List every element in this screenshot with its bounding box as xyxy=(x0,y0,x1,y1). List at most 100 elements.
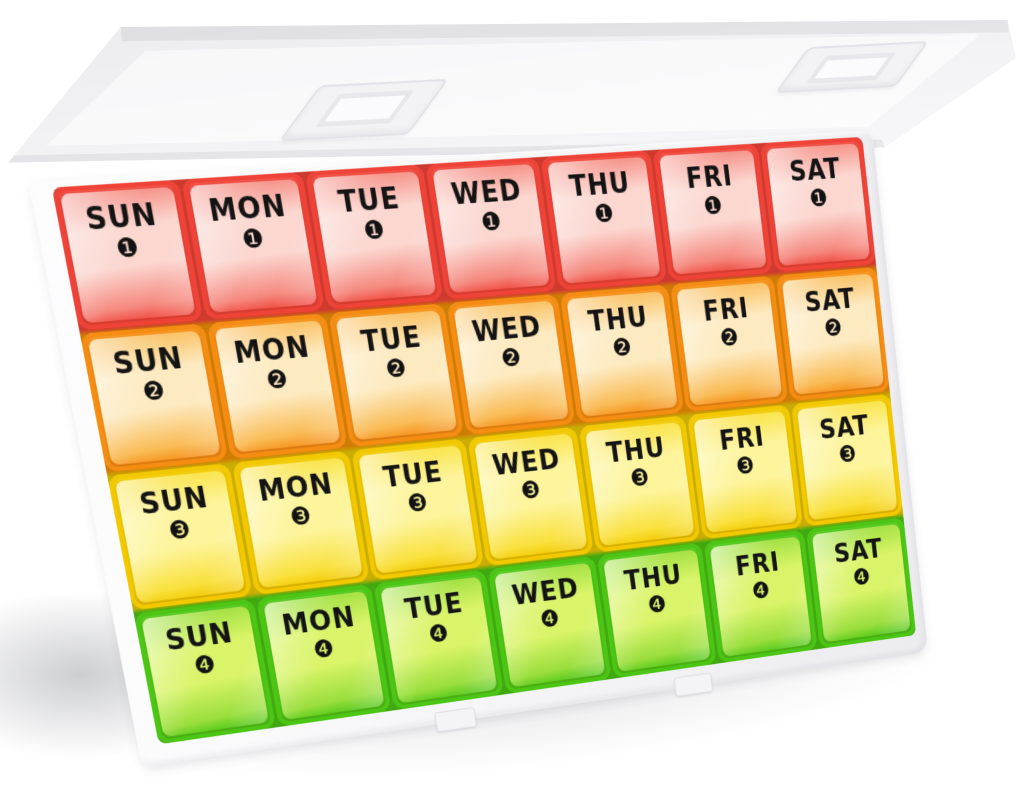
compartment-print: SAT ❸ xyxy=(791,394,903,527)
compartment-print: WED ❶ xyxy=(425,157,557,300)
compartment-fri-week1: FRI ❶ xyxy=(652,143,774,282)
compartment-print: SUN ❶ xyxy=(52,180,203,331)
compartment-print: WED ❹ xyxy=(487,556,612,694)
week-number-badge: ❷ xyxy=(822,314,844,343)
compartment-print: WED ❷ xyxy=(446,294,575,435)
compartment-tue-week2: TUE ❷ xyxy=(328,303,464,448)
day-label: SUN xyxy=(162,617,236,658)
day-label: FRI xyxy=(733,547,782,583)
compartment-thu-week4: THU ❹ xyxy=(597,542,717,679)
compartment-print: FRI ❸ xyxy=(687,404,803,539)
lid-latch-right-slot xyxy=(805,52,897,85)
week-number-badge: ❹ xyxy=(750,577,772,605)
week-number-badge: ❸ xyxy=(628,464,651,493)
week-number-badge: ❹ xyxy=(851,564,872,592)
week-number-badge: ❷ xyxy=(718,324,741,353)
day-label: TUE xyxy=(402,588,466,627)
day-label: FRI xyxy=(701,293,751,329)
week-number-badge: ❷ xyxy=(264,365,291,396)
week-number-badge: ❶ xyxy=(807,184,829,213)
day-label: MON xyxy=(255,468,336,509)
day-label: MON xyxy=(279,602,358,643)
compartment-print: MON ❷ xyxy=(206,313,347,459)
compartment-wed-week1: WED ❶ xyxy=(425,157,557,300)
base-latch-catch-right xyxy=(673,672,714,697)
day-label: THU xyxy=(586,302,650,339)
compartment-print: THU ❷ xyxy=(560,285,684,424)
day-label: THU xyxy=(622,560,684,598)
compartment-sat-week4: SAT ❹ xyxy=(806,517,917,649)
week-number-badge: ❸ xyxy=(166,515,194,546)
week-number-badge: ❸ xyxy=(734,452,757,481)
compartment-print: SAT ❷ xyxy=(776,267,890,401)
week-number-badge: ❸ xyxy=(405,489,430,519)
week-number-badge: ❸ xyxy=(518,476,543,506)
compartment-grid: SUN ❶ MON ❶ TUE ❶ WED ❶ THU ❶ FRI ❶ xyxy=(51,136,917,745)
compartment-fri-week4: FRI ❹ xyxy=(703,529,818,664)
compartment-print: FRI ❷ xyxy=(670,276,789,412)
week-number-badge: ❷ xyxy=(140,376,168,408)
compartment-print: FRI ❶ xyxy=(652,143,773,281)
compartment-print: SUN ❸ xyxy=(107,463,252,610)
compartment-tue-week4: TUE ❹ xyxy=(373,569,504,711)
compartment-print: SAT ❹ xyxy=(806,517,916,648)
week-number-badge: ❶ xyxy=(239,224,267,255)
day-label: SAT xyxy=(817,411,871,446)
compartment-print: THU ❶ xyxy=(541,150,667,290)
compartment-thu-week3: THU ❸ xyxy=(578,415,701,553)
week-number-badge: ❹ xyxy=(426,619,451,649)
compartment-print: MON ❶ xyxy=(181,172,325,320)
compartment-mon-week4: MON ❹ xyxy=(255,583,392,728)
base-latch-catch-left xyxy=(434,706,478,733)
compartment-print: SAT ❶ xyxy=(760,137,876,273)
compartment-thu-week2: THU ❷ xyxy=(560,284,684,424)
compartment-print: THU ❹ xyxy=(597,543,716,679)
compartment-wed-week3: WED ❸ xyxy=(467,426,594,567)
day-label: SUN xyxy=(82,198,160,238)
week-number-badge: ❹ xyxy=(311,635,337,665)
compartment-print: WED ❸ xyxy=(467,427,594,567)
compartment-print: THU ❸ xyxy=(579,415,701,552)
day-label: FRI xyxy=(717,422,767,458)
compartment-tue-week3: TUE ❸ xyxy=(351,438,484,581)
day-label: SAT xyxy=(832,534,885,570)
week-number-badge: ❸ xyxy=(287,502,314,532)
compartment-fri-week3: FRI ❸ xyxy=(686,404,804,540)
compartment-thu-week1: THU ❶ xyxy=(540,150,667,291)
compartment-sat-week3: SAT ❸ xyxy=(791,393,904,527)
day-label: SAT xyxy=(787,153,843,189)
week-number-badge: ❶ xyxy=(701,192,725,221)
day-label: WED xyxy=(449,174,524,212)
day-label: MON xyxy=(231,331,313,371)
week-number-badge: ❷ xyxy=(610,333,634,363)
day-label: SUN xyxy=(137,482,212,522)
week-number-badge: ❶ xyxy=(478,207,504,238)
day-label: WED xyxy=(470,311,544,350)
compartment-print: TUE ❹ xyxy=(373,570,503,711)
lid-latch-left-slot xyxy=(315,90,415,127)
week-number-badge: ❹ xyxy=(538,605,562,634)
day-label: SUN xyxy=(110,342,186,382)
compartment-mon-week2: MON ❷ xyxy=(206,313,348,460)
week-number-badge: ❶ xyxy=(361,215,387,246)
compartment-sun-week1: SUN ❶ xyxy=(51,179,203,331)
week-number-badge: ❷ xyxy=(499,343,524,374)
day-label: MON xyxy=(206,190,289,229)
compartment-print: SUN ❹ xyxy=(134,599,276,745)
compartment-print: SUN ❷ xyxy=(80,324,228,473)
week-number-badge: ❹ xyxy=(191,650,218,681)
compartment-sun-week2: SUN ❷ xyxy=(79,323,228,473)
week-number-badge: ❷ xyxy=(383,354,409,385)
week-number-badge: ❶ xyxy=(592,199,616,229)
compartment-print: FRI ❹ xyxy=(703,530,817,664)
compartment-sun-week3: SUN ❸ xyxy=(107,463,253,611)
compartment-sat-week1: SAT ❶ xyxy=(760,136,876,273)
day-label: WED xyxy=(490,444,563,483)
day-label: TUE xyxy=(359,321,424,360)
compartment-mon-week3: MON ❸ xyxy=(231,450,371,596)
day-label: WED xyxy=(510,573,581,612)
compartment-wed-week2: WED ❷ xyxy=(446,293,576,436)
compartment-print: MON ❸ xyxy=(231,451,370,596)
compartment-print: TUE ❶ xyxy=(305,164,443,309)
